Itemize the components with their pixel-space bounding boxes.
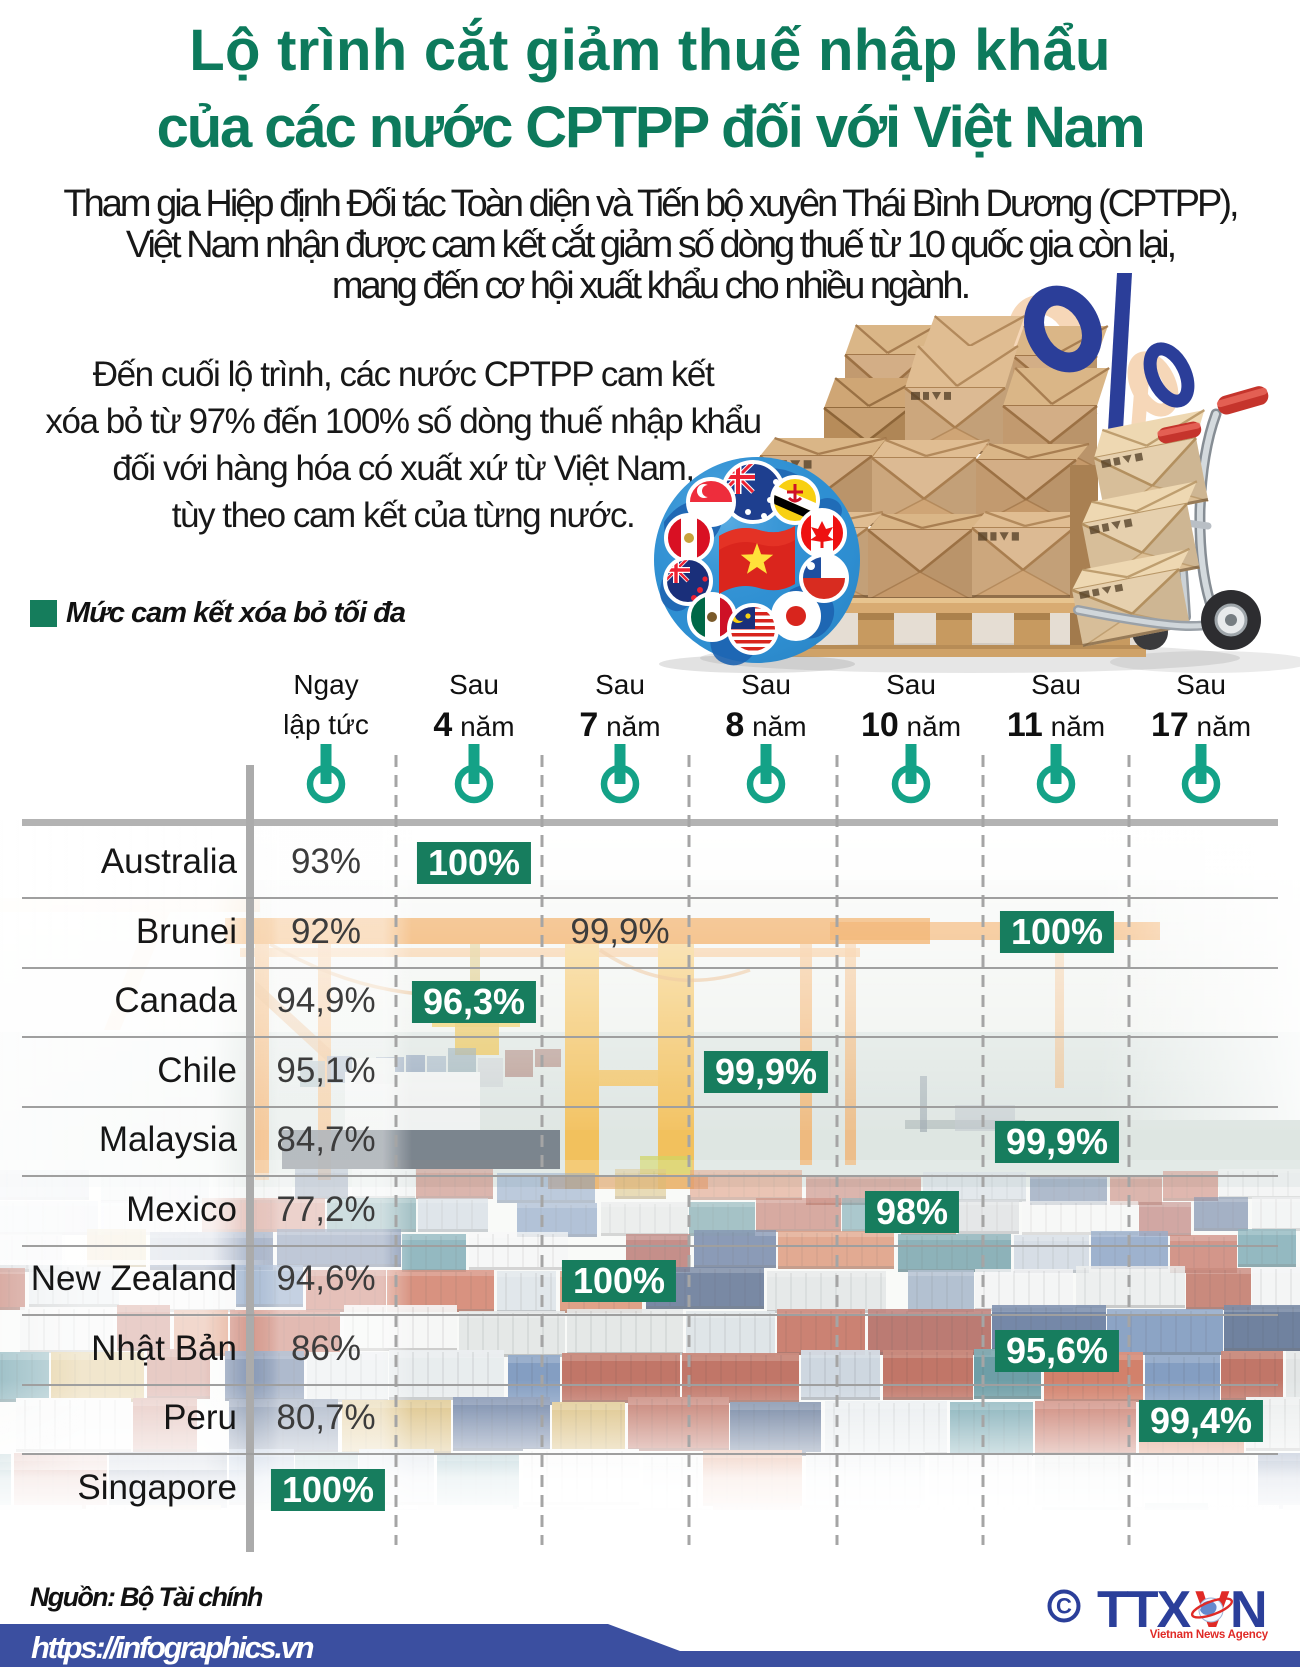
svg-text:TTX: TTX <box>1097 1583 1192 1639</box>
svg-text:C: C <box>1056 1594 1072 1619</box>
svg-text:N: N <box>1230 1583 1268 1639</box>
svg-text:Vietnam News Agency: Vietnam News Agency <box>1150 1629 1269 1641</box>
